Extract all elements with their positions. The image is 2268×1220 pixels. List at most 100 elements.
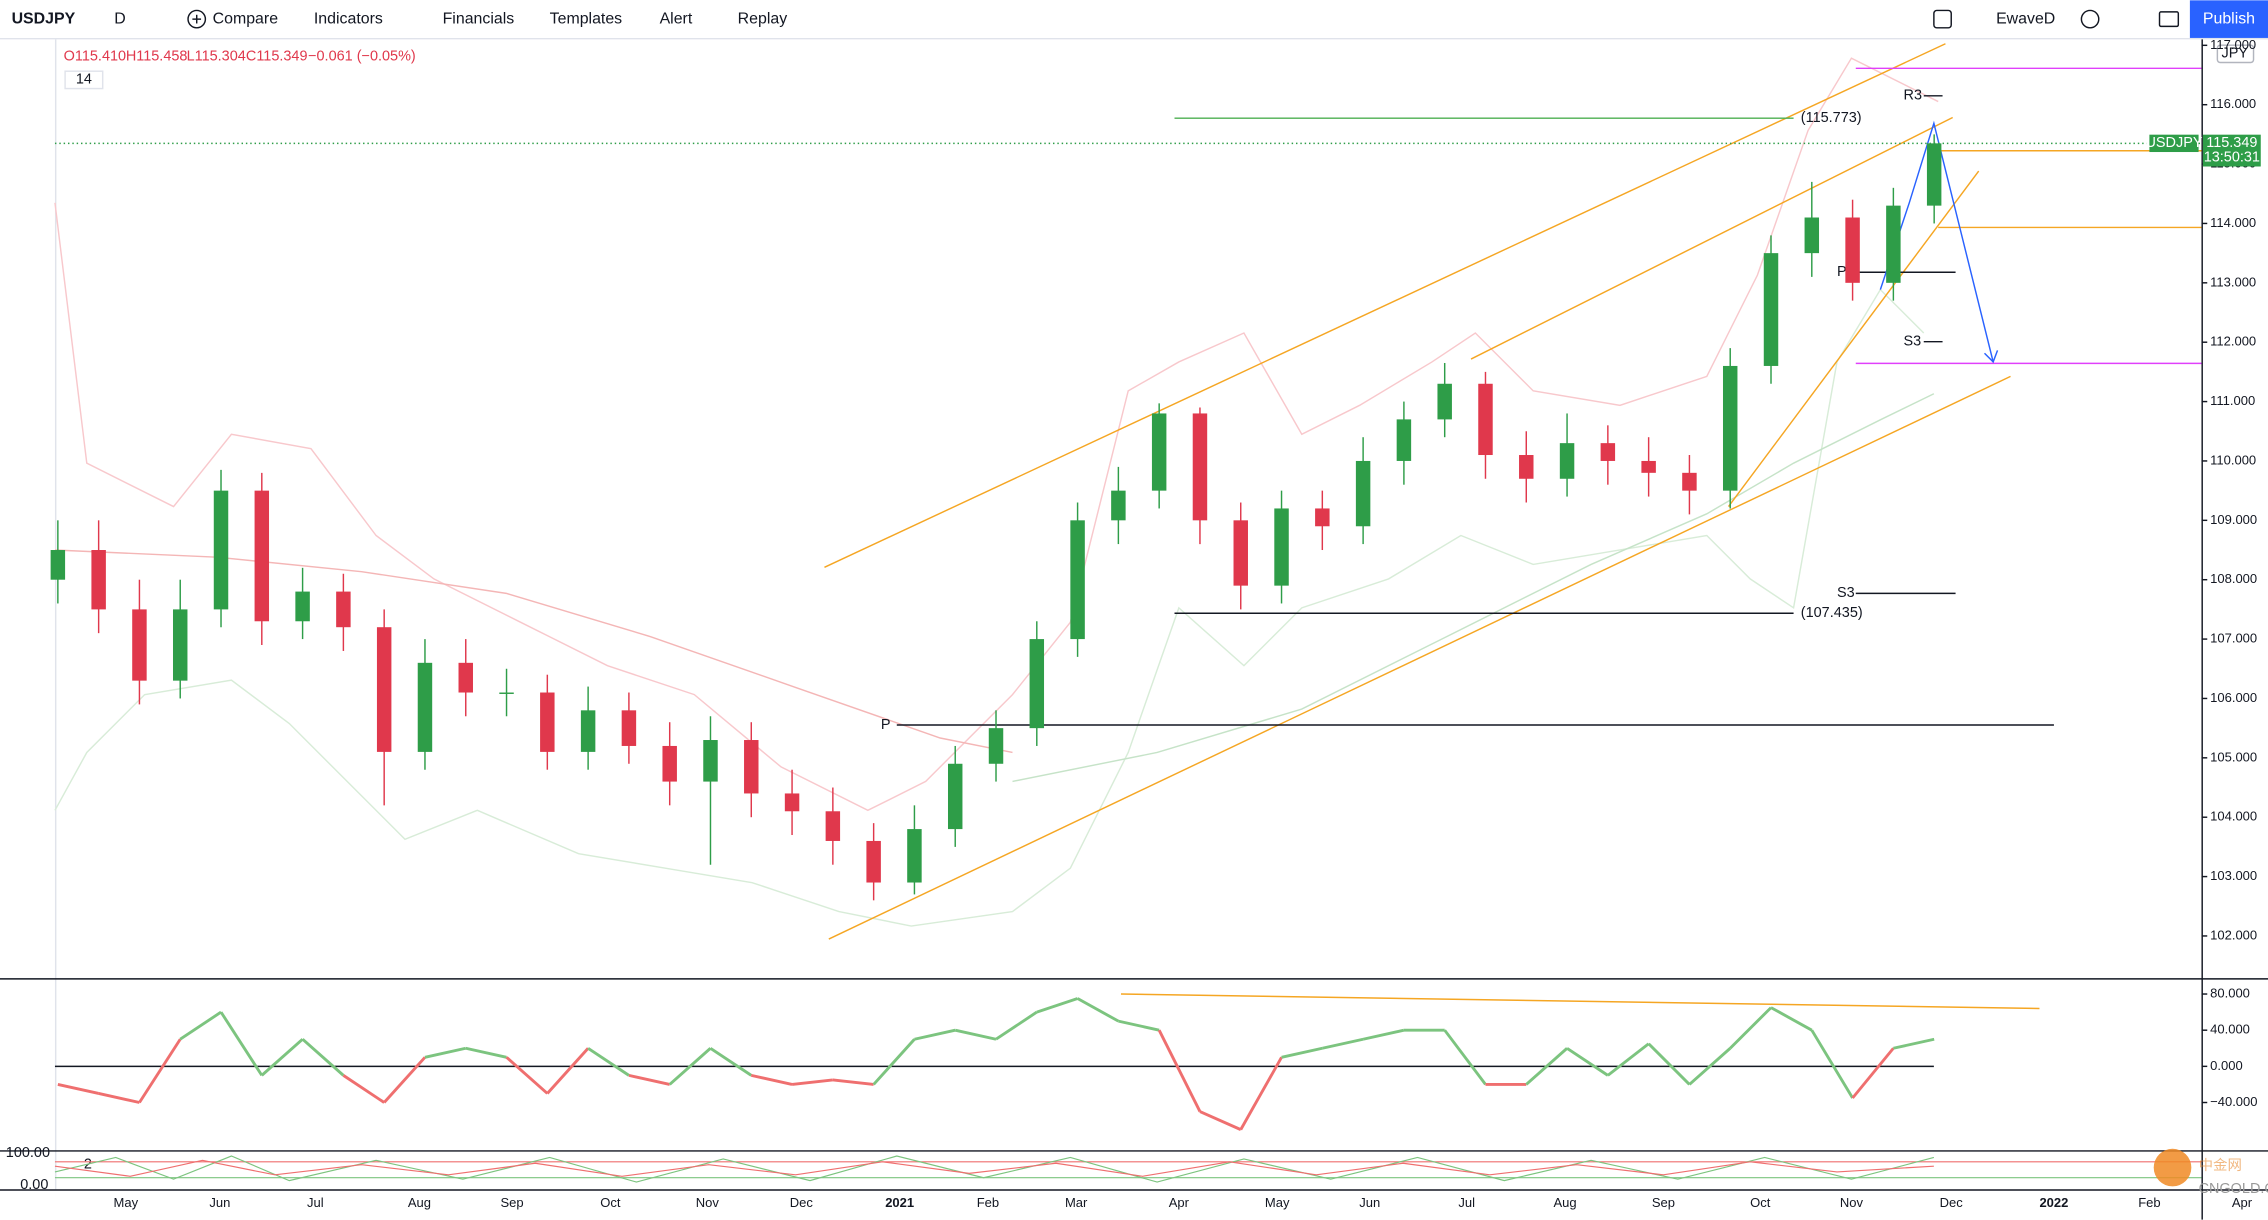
fullscreen-icon[interactable] — [1933, 9, 1952, 29]
candle-body — [907, 829, 922, 883]
oscillator-segment — [383, 1056, 427, 1104]
oscillator-segment — [1810, 1029, 1854, 1099]
watermark-title: 中金网 — [2199, 1157, 2242, 1174]
oscillator-segment — [98, 1092, 140, 1104]
replay-button[interactable]: Replay — [738, 10, 788, 27]
x-tick-label: May — [1265, 1195, 1290, 1210]
oscillator-segment — [1362, 1028, 1405, 1041]
candle-body — [499, 692, 514, 694]
oscillator-segment — [301, 1038, 345, 1077]
x-tick-label: Dec — [1940, 1195, 1964, 1210]
watermark-logo — [2153, 1148, 2192, 1187]
candle-body — [1355, 460, 1371, 527]
symbol-tag-bg — [2149, 134, 2199, 153]
oscillator-segment — [709, 1047, 753, 1077]
symbol-tag: USDJPY — [2145, 135, 2202, 151]
oscillator-segment — [179, 1010, 222, 1041]
pivot-label: S3 — [1837, 585, 1855, 601]
lower-tick: 0.00 — [20, 1177, 48, 1193]
input-box[interactable] — [64, 70, 104, 90]
candle-body — [336, 591, 351, 628]
x-tick-label: Jun — [209, 1195, 230, 1210]
candle-body — [662, 745, 677, 782]
candle-body — [825, 811, 841, 841]
oscillator-segment — [424, 1046, 467, 1059]
last-price: 115.349 — [2206, 135, 2257, 151]
y-tick-label: 110.000 — [2210, 452, 2256, 467]
x-tick-label: May — [114, 1195, 139, 1210]
templates-button[interactable]: Templates — [550, 10, 623, 27]
level-label: (107.435) — [1801, 605, 1863, 621]
candle-body — [1029, 639, 1045, 729]
financials-button[interactable]: Financials — [443, 10, 515, 27]
candle-body — [91, 550, 106, 610]
candle-body — [1682, 472, 1697, 491]
x-tick-label: Nov — [696, 1195, 720, 1210]
candle-body — [376, 627, 392, 752]
x-tick-label: Oct — [1750, 1195, 1771, 1210]
candle-body — [1886, 205, 1901, 283]
oscillator-segment — [872, 1038, 916, 1086]
oscillator-segment — [1729, 1006, 1773, 1050]
oscillator-segment — [587, 1047, 630, 1077]
moving-average — [1012, 393, 1935, 783]
candle-body — [1722, 365, 1738, 491]
oscillator-segment — [1076, 997, 1120, 1023]
y-tick-label: 108.000 — [2210, 571, 2257, 586]
candle-body — [1315, 508, 1330, 527]
moving-average — [54, 549, 1013, 754]
oscillator-segment — [1157, 1029, 1202, 1113]
x-tick-label: Jul — [1458, 1195, 1475, 1210]
legend-low: L115.304 — [187, 49, 246, 65]
oscillator-segment — [628, 1073, 671, 1086]
y-tick-label: 117.000 — [2210, 37, 2256, 52]
candle-body — [1519, 455, 1534, 479]
publish-button[interactable]: Publish — [2203, 10, 2255, 27]
candle-body — [172, 609, 188, 681]
oscillator-segment — [832, 1078, 874, 1086]
candle-body — [1151, 413, 1167, 491]
candle-body — [1559, 443, 1575, 479]
oscillator-segment — [1443, 1029, 1487, 1086]
bollinger-band — [54, 288, 1925, 927]
candle-body — [417, 662, 433, 752]
y-tick-label: 102.000 — [2210, 927, 2257, 942]
oscillator-segment — [57, 1083, 99, 1095]
currency[interactable]: JPY — [2221, 46, 2248, 62]
y-tick-label: 104.000 — [2210, 809, 2257, 824]
publish-bg[interactable] — [2189, 0, 2268, 38]
y-tick-label: 105.000 — [2210, 749, 2257, 764]
candle-body — [1641, 460, 1656, 473]
layout-name[interactable]: EwaveD — [1996, 10, 2055, 27]
last-price-bg — [2202, 134, 2261, 167]
interval[interactable]: D — [114, 10, 125, 27]
candle-body — [1478, 383, 1493, 456]
x-tick-label: Jun — [1359, 1195, 1380, 1210]
currency-box[interactable] — [2216, 44, 2255, 64]
x-tick-label: Aug — [1553, 1195, 1576, 1210]
oscillator-segment — [546, 1047, 590, 1095]
oscillator-segment — [1851, 1047, 1895, 1099]
x-tick-label: Feb — [977, 1195, 999, 1210]
x-tick-label: Jul — [307, 1195, 324, 1210]
alert-button[interactable]: Alert — [660, 10, 693, 27]
symbol[interactable]: USDJPY — [12, 10, 76, 27]
oscillator-segment — [1893, 1037, 1935, 1050]
legend-change: −0.061 (−0.05%) — [308, 49, 416, 65]
candle-body — [1437, 383, 1452, 420]
snapshot-icon[interactable] — [2158, 11, 2180, 28]
indicators-button[interactable]: Indicators — [314, 10, 383, 27]
x-tick-label: Nov — [1840, 1195, 1864, 1210]
settings-icon[interactable] — [2080, 9, 2100, 29]
legend-high: H115.458 — [126, 49, 188, 65]
oscillator-segment — [1199, 1110, 1242, 1131]
candle-body — [254, 490, 270, 622]
x-tick-label: Apr — [1169, 1195, 1190, 1210]
indicator-input[interactable]: 14 — [76, 72, 92, 88]
candle-body — [540, 692, 555, 752]
legend-close: C115.349 — [246, 49, 308, 65]
y-tick-label: 116.000 — [2210, 96, 2256, 111]
compare-button[interactable]: Compare — [213, 10, 279, 27]
candle-body — [580, 710, 596, 752]
oscillator-segment — [1036, 997, 1079, 1014]
